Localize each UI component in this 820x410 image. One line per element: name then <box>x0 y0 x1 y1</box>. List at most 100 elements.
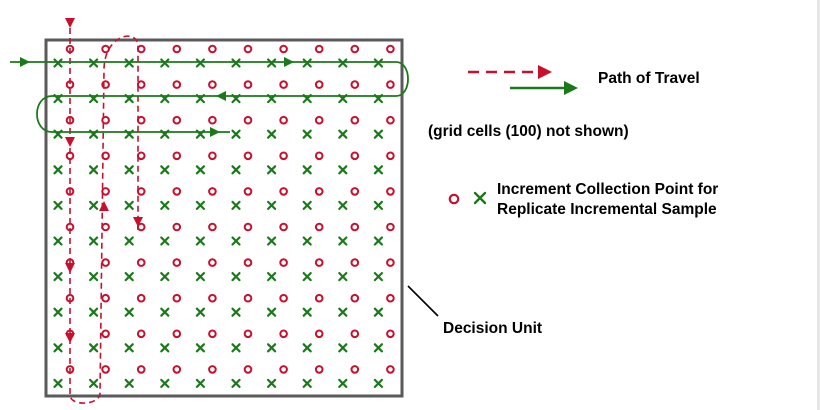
circle-marker-icon <box>243 187 253 196</box>
x-marker-icon <box>338 200 348 210</box>
circle-marker-icon <box>314 222 324 232</box>
x-marker-icon <box>231 307 241 317</box>
x-marker-icon <box>195 200 205 210</box>
circle-marker-icon <box>172 222 182 232</box>
red-arrow-up-icon <box>99 201 109 211</box>
x-marker-icon <box>53 165 63 175</box>
x-marker-icon <box>53 236 63 246</box>
red-dashed-path <box>69 35 139 404</box>
x-marker-icon <box>373 129 383 139</box>
circle-marker-icon <box>136 329 146 339</box>
circle-marker-icon <box>208 329 217 339</box>
red-arrow-down-icon <box>65 18 75 28</box>
circle-marker-icon <box>243 115 253 125</box>
x-marker-icon <box>373 307 383 317</box>
circle-marker-icon <box>101 80 110 89</box>
x-marker-icon <box>160 378 170 388</box>
circle-marker-icon <box>136 151 146 161</box>
circle-marker-icon <box>243 151 253 161</box>
x-marker-icon <box>338 58 348 68</box>
circle-marker-icon <box>386 222 395 232</box>
decision-unit-leader-line <box>407 285 439 317</box>
x-marker-icon <box>302 165 312 175</box>
circle-marker-icon <box>101 365 110 374</box>
circle-marker-icon <box>136 187 146 196</box>
circle-marker-icon <box>386 80 395 89</box>
circle-marker-icon <box>350 44 360 54</box>
circle-marker-icon <box>350 329 360 339</box>
circle-marker-icon <box>314 115 324 125</box>
circle-marker-icon <box>279 44 288 54</box>
x-marker-icon <box>302 343 312 353</box>
x-marker-icon <box>338 343 348 353</box>
circle-marker-icon <box>172 293 182 303</box>
x-marker-icon <box>88 236 99 246</box>
x-marker-icon <box>231 58 241 68</box>
x-marker-icon <box>53 343 63 353</box>
circle-marker-icon <box>136 80 146 89</box>
circle-marker-icon <box>386 258 395 267</box>
legend-solid-arrow-head-icon <box>564 81 578 95</box>
circle-marker-icon <box>208 222 217 232</box>
green-arrow-left-icon <box>216 91 226 101</box>
x-marker-icon <box>267 129 277 139</box>
circle-marker-icon <box>314 365 324 374</box>
x-marker-icon <box>160 58 170 68</box>
legend: Path of Travel (grid cells (100) not sho… <box>428 65 718 218</box>
circle-marker-icon <box>279 365 288 374</box>
circle-marker-icon <box>279 115 288 125</box>
x-marker-icon <box>124 307 134 317</box>
circle-marker-icon <box>386 293 395 303</box>
x-marker-icon <box>124 272 134 282</box>
circle-marker-icon <box>279 222 288 232</box>
x-marker-icon <box>231 129 241 139</box>
right-edge-bar <box>817 0 820 410</box>
x-marker-icon <box>338 307 348 317</box>
circle-marker-icon <box>208 293 217 303</box>
green-arrow-right-icon <box>210 127 220 137</box>
circle-marker-icon <box>243 222 253 232</box>
green-arrow-right-icon <box>20 57 30 67</box>
grid-cells-note: (grid cells (100) not shown) <box>428 123 629 140</box>
circle-marker-icon <box>279 329 288 339</box>
x-marker-icon <box>267 272 277 282</box>
circle-marker-icon <box>386 329 395 339</box>
circle-marker-icon <box>208 258 217 267</box>
circle-marker-icon <box>279 293 288 303</box>
red-arrow-down-icon <box>65 137 75 147</box>
x-marker-icon <box>88 272 99 282</box>
x-marker-icon <box>267 307 277 317</box>
x-marker-icon <box>53 378 63 388</box>
x-marker-icon <box>267 200 277 210</box>
decision-unit-label: Decision Unit <box>443 320 542 337</box>
circle-marker-icon <box>386 115 395 125</box>
decision-unit-boundary <box>44 38 404 398</box>
x-marker-icon <box>195 165 205 175</box>
circle-marker-icon <box>243 44 253 54</box>
circle-marker-icon <box>136 44 146 54</box>
circle-marker-icon <box>243 365 253 374</box>
circle-marker-icon <box>386 44 395 54</box>
x-marker-icon <box>231 343 241 353</box>
x-marker-icon <box>88 200 99 210</box>
x-marker-icon <box>160 343 170 353</box>
x-marker-icon <box>88 343 99 353</box>
x-marker-icon <box>302 378 312 388</box>
x-marker-icon <box>302 129 312 139</box>
x-marker-icon <box>267 236 277 246</box>
circle-marker-icon <box>386 365 395 374</box>
increment-label-line1: Increment Collection Point for <box>497 181 718 198</box>
x-marker-icon <box>231 165 241 175</box>
x-marker-icon <box>195 378 205 388</box>
x-marker-icon <box>302 200 312 210</box>
x-marker-icon <box>53 272 63 282</box>
x-marker-icon <box>160 165 170 175</box>
circle-marker-icon <box>350 293 360 303</box>
circle-marker-icon <box>350 222 360 232</box>
circle-marker-icon <box>386 187 395 196</box>
circle-marker-icon <box>208 80 217 89</box>
x-marker-icon <box>195 236 205 246</box>
circle-marker-icon <box>350 80 360 89</box>
x-marker-icon <box>231 272 241 282</box>
